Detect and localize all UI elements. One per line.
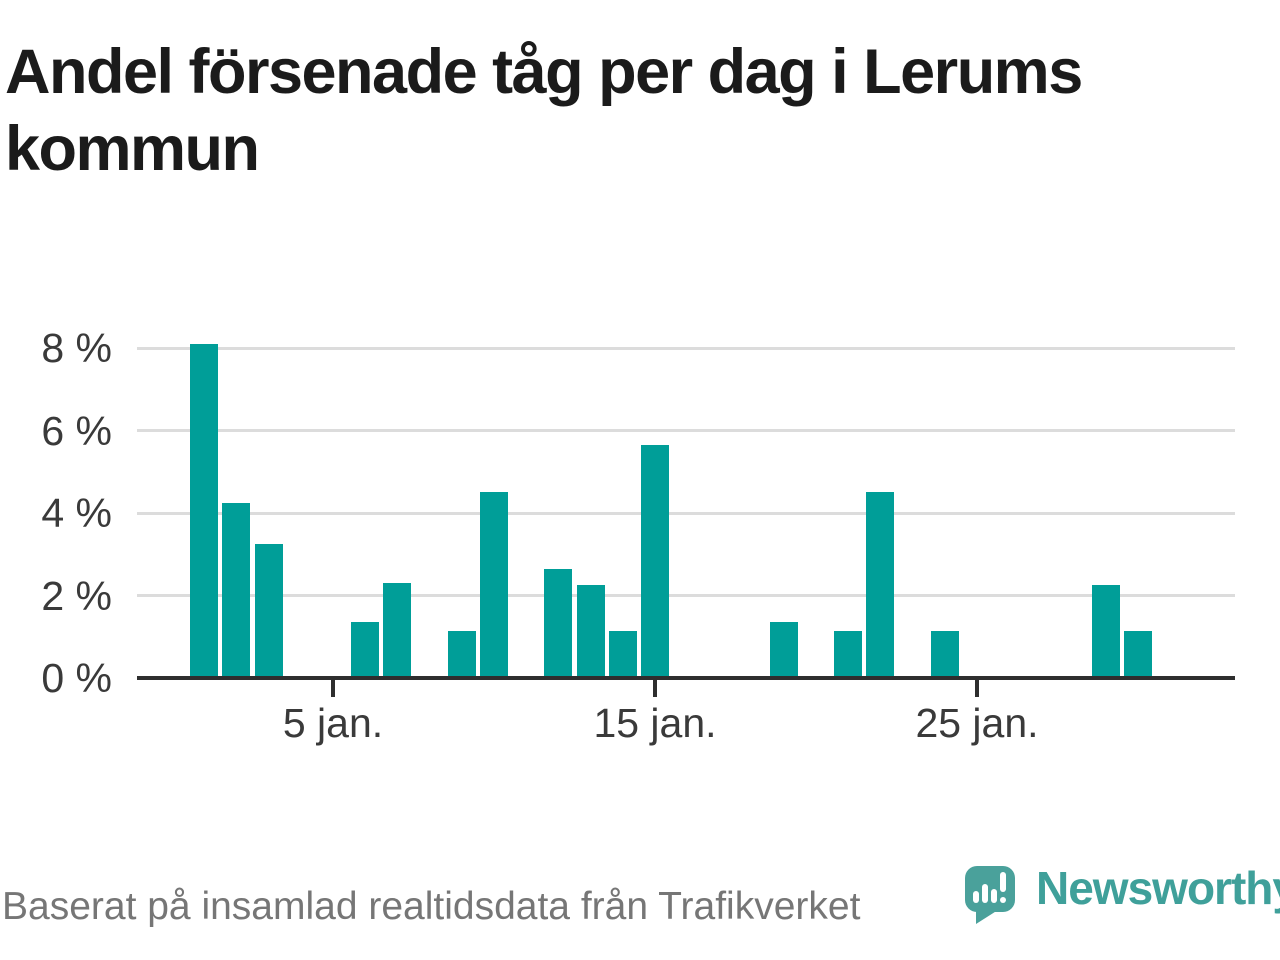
gridline-4pct	[137, 511, 1235, 515]
logo-bar-icon	[991, 889, 997, 903]
bar-day-9	[447, 630, 476, 678]
gridline-8pct	[137, 346, 1235, 350]
y-tick-label: 4 %	[41, 490, 112, 536]
logo-bubble-tail	[976, 910, 998, 924]
bar-day-29	[1091, 585, 1120, 678]
chart-title: Andel försenade tåg per dag i Lerums kom…	[5, 34, 1083, 188]
logo-exclamation-icon	[1000, 872, 1006, 892]
bar-day-21	[834, 630, 863, 678]
chart-title-line-1: Andel försenade tåg per dag i Lerums	[5, 37, 1083, 107]
x-tick-label: 5 jan.	[282, 700, 384, 746]
chart-title-line-2: kommun	[5, 114, 260, 184]
bar-day-30	[1124, 630, 1152, 678]
bar-day-12	[544, 568, 573, 678]
logo-bar-icon	[973, 891, 979, 903]
y-tick-label: 6 %	[41, 407, 112, 454]
bar-day-24	[930, 630, 959, 678]
x-axis-tick	[653, 680, 657, 697]
bar-day-10	[480, 492, 508, 678]
source-attribution: Baserat på insamlad realtidsdata från Tr…	[2, 885, 861, 928]
bar-day-19	[769, 622, 798, 678]
bar-day-22	[866, 492, 895, 678]
gridline-2pct	[137, 594, 1235, 597]
bar-day-15	[641, 444, 669, 678]
y-tick-label: 0 %	[41, 655, 112, 701]
bar-day-2	[222, 502, 251, 678]
x-axis-tick	[331, 680, 335, 697]
brand-name: Newsworthy	[1036, 862, 1280, 914]
bar-day-13	[576, 585, 605, 678]
bar-day-7	[383, 583, 412, 678]
x-tick-label: 15 jan.	[593, 700, 717, 746]
bar-day-14	[608, 630, 637, 678]
logo-bar-icon	[982, 884, 988, 903]
gridline-6pct	[137, 429, 1235, 432]
x-axis-line	[137, 676, 1235, 680]
newsworthy-logo-icon	[965, 866, 1015, 912]
x-tick-label: 25 jan.	[915, 700, 1039, 746]
y-tick-label: 8 %	[41, 325, 112, 371]
logo-exclamation-dot-icon	[1000, 897, 1006, 903]
x-axis-tick	[975, 680, 979, 697]
bar-day-3	[254, 543, 283, 678]
bar-day-6	[351, 622, 380, 678]
y-tick-label: 2 %	[41, 572, 112, 619]
bar-day-1	[190, 343, 219, 678]
